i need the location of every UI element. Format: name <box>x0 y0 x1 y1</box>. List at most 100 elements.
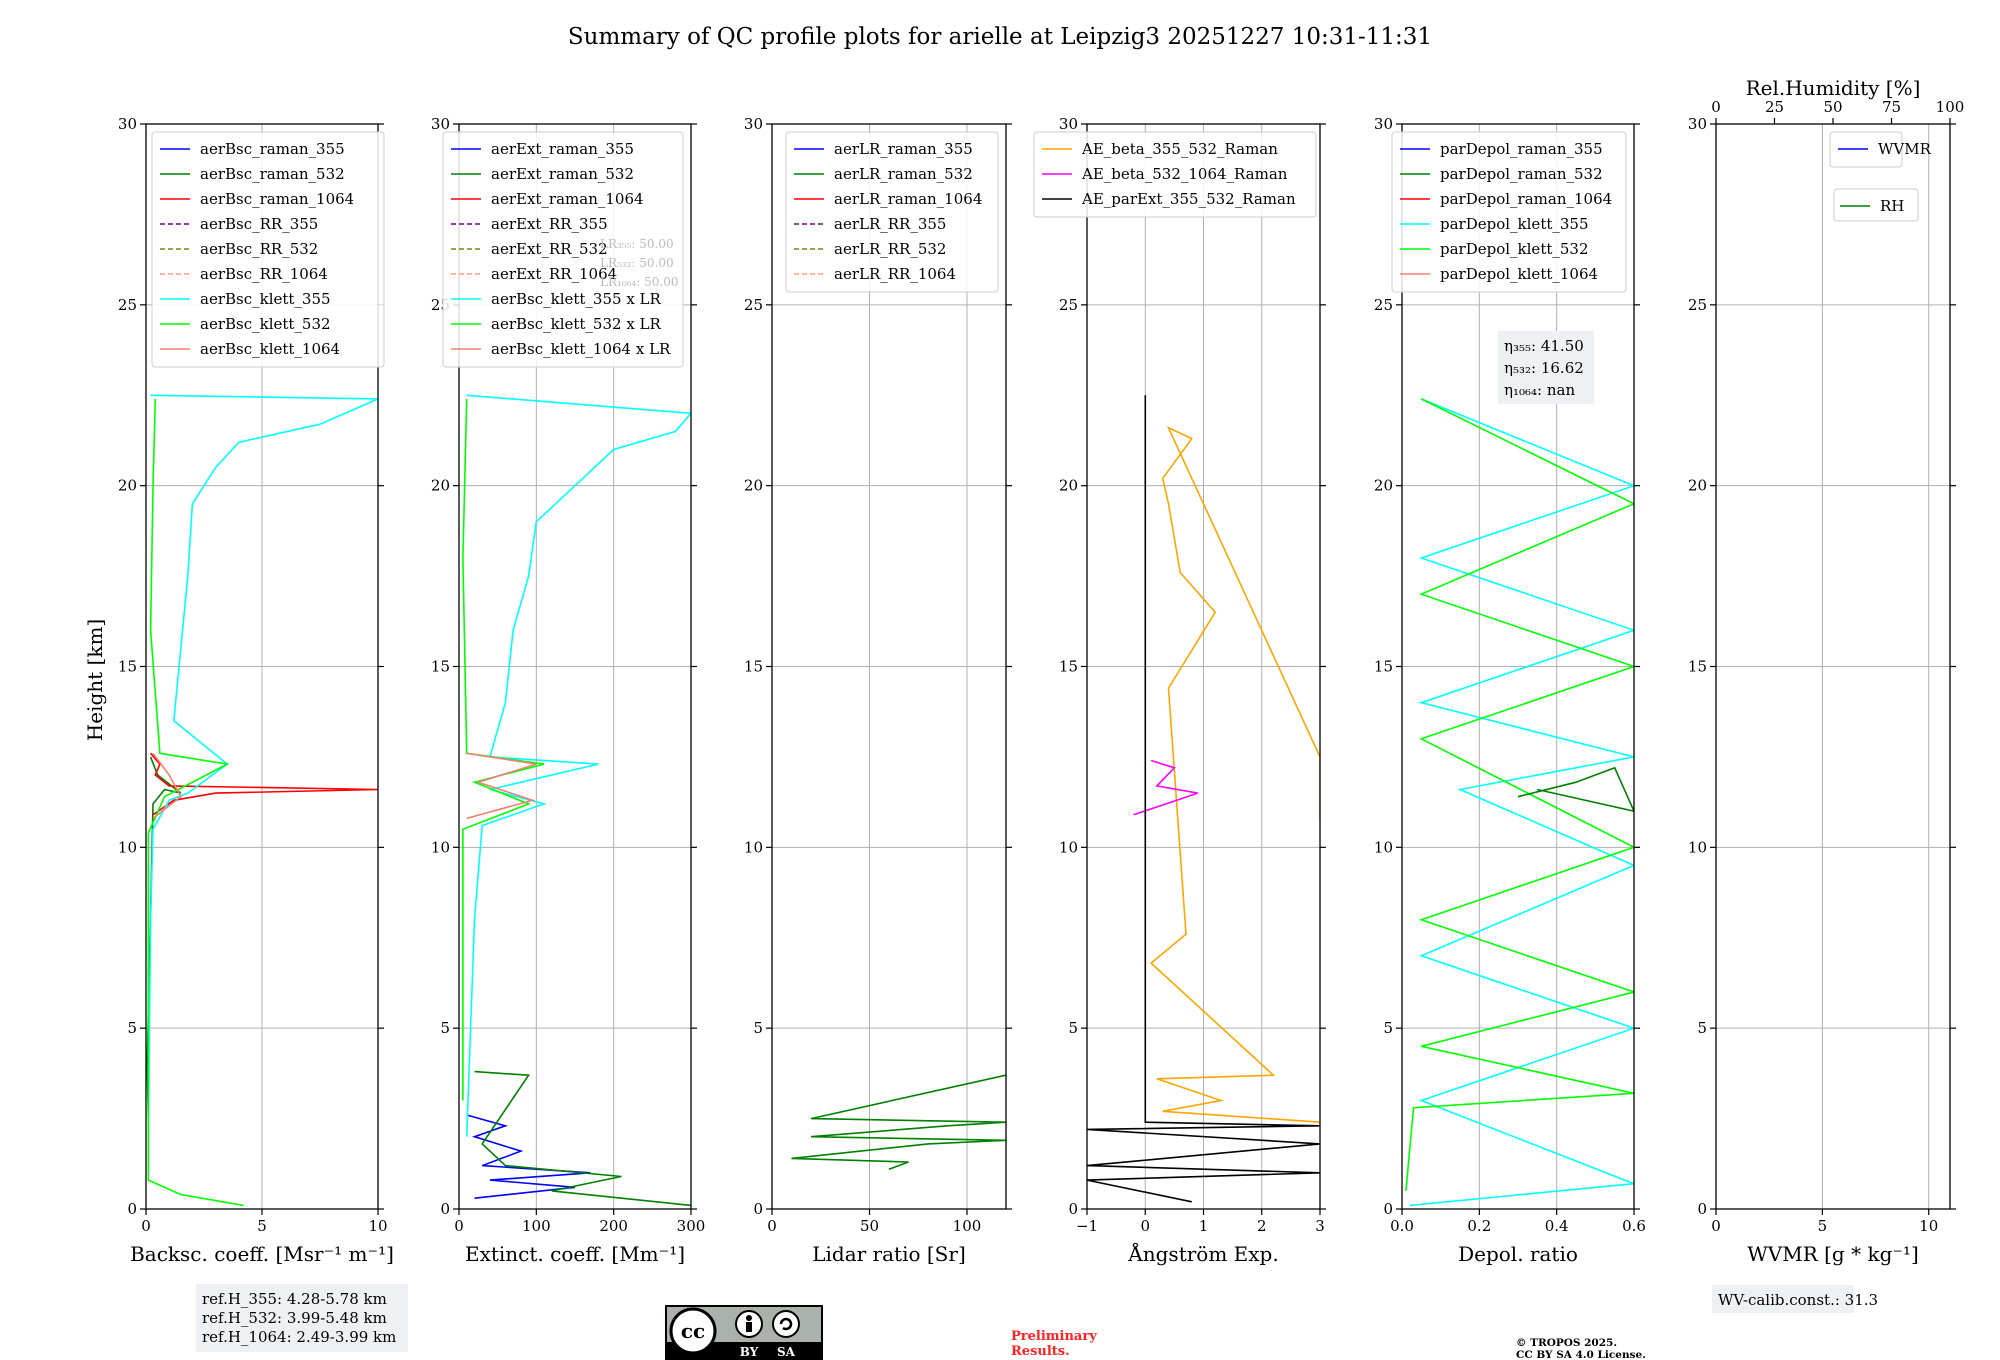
legend-label: aerLR_RR_1064 <box>834 265 956 283</box>
legend-frame <box>785 131 999 293</box>
wv-calib-text: WV-calib.const.: 31.3 <box>1718 1291 1878 1309</box>
y-tick-label: 25 <box>1688 296 1707 314</box>
series-group <box>462 394 691 1207</box>
y-tick-label: 0 <box>1697 1200 1707 1218</box>
y-tick-label: 30 <box>431 115 450 133</box>
y-tick-label: 10 <box>1374 838 1393 856</box>
y-tick-label: 15 <box>1059 658 1078 676</box>
y-axis-label: Height [km] <box>83 619 107 741</box>
series-aerExt_raman_355 <box>466 1114 591 1199</box>
x-tick-label: 0 <box>1711 1217 1721 1235</box>
series-aerBsc_klett_1064 <box>152 752 182 820</box>
series-aerBsc_klett_355 <box>147 394 378 1137</box>
legend-label: aerExt_raman_1064 <box>491 190 644 208</box>
x-tick-label: 0.4 <box>1545 1217 1569 1235</box>
top-tick-label: 0 <box>1711 98 1721 116</box>
y-tick-label: 0 <box>753 1200 763 1218</box>
x-tick-label: 10 <box>1919 1217 1938 1235</box>
y-tick-label: 15 <box>431 658 450 676</box>
x-tick-label: 100 <box>522 1217 551 1235</box>
y-tick-label: 25 <box>118 296 137 314</box>
legend-label: aerBsc_klett_1064 x LR <box>491 340 671 358</box>
legend-label: WVMR <box>1878 140 1932 158</box>
preliminary-line-1: Preliminary <box>1011 1329 1097 1344</box>
eta-355: η₃₅₅: 41.50 <box>1504 337 1584 355</box>
y-tick-label: 5 <box>753 1019 763 1037</box>
legend-label: aerBsc_klett_532 <box>200 315 331 333</box>
x-tick-label: 200 <box>599 1217 628 1235</box>
top-tick-label: 100 <box>1936 98 1965 116</box>
y-tick-label: 5 <box>440 1019 450 1037</box>
x-tick-label: 100 <box>953 1217 982 1235</box>
y-tick-label: 20 <box>118 477 137 495</box>
x-tick-label: 300 <box>677 1217 706 1235</box>
series-aerBsc_klett_1064 x LR <box>466 752 537 820</box>
series-aerBsc_raman_1064 <box>149 752 378 816</box>
x-axis-label: Lidar ratio [Sr] <box>812 1242 966 1266</box>
series-group <box>146 394 378 1207</box>
ref-height-box: ref.H_355: 4.28-5.78 km ref.H_532: 3.99-… <box>196 1284 408 1352</box>
legend-label: parDepol_klett_1064 <box>1440 265 1598 283</box>
y-tick-label: 10 <box>744 838 763 856</box>
legend: parDepol_raman_355 parDepol_raman_532 parD… <box>1391 131 1627 293</box>
x-tick-label: 10 <box>368 1217 387 1235</box>
legend-label: AE_beta_355_532_Raman <box>1081 140 1278 158</box>
legend-label: aerBsc_RR_1064 <box>200 265 328 283</box>
preliminary-note: Preliminary Results. <box>1011 1329 1097 1359</box>
legend: aerExt_raman_355 aerExt_raman_532 aerExt_r… <box>442 131 684 368</box>
legend: aerLR_raman_355 aerLR_raman_532 aerLR_rama… <box>785 131 999 293</box>
x-axis-label: Ångström Exp. <box>1127 1241 1278 1266</box>
y-tick-label: 10 <box>431 838 450 856</box>
series-parDepol_klett_355 <box>1409 398 1634 1207</box>
legend-label: aerExt_RR_355 <box>491 215 608 233</box>
x-tick-label: 0 <box>1140 1217 1150 1235</box>
x-tick-label: 0.2 <box>1467 1217 1491 1235</box>
y-tick-label: 0 <box>1068 1200 1078 1218</box>
eta-box: η₃₅₅: 41.50 η₅₃₂: 16.62 η₁₀₆₄: nan <box>1498 331 1594 404</box>
legend-label: aerExt_RR_532 <box>491 240 608 258</box>
legend-label: aerBsc_RR_355 <box>200 215 318 233</box>
x-tick-label: 0.6 <box>1622 1217 1646 1235</box>
x-tick-label: 3 <box>1315 1217 1325 1235</box>
x-tick-label: 0 <box>767 1217 777 1235</box>
legend-label: aerBsc_klett_355 <box>200 290 331 308</box>
y-tick-label: 5 <box>1383 1019 1393 1037</box>
legend-label: parDepol_klett_532 <box>1440 240 1589 258</box>
y-tick-label: 15 <box>1688 658 1707 676</box>
lr-note: LR₃₅₅: 50.00 <box>600 237 674 251</box>
legend-label: AE_beta_532_1064_Raman <box>1081 165 1288 183</box>
copyright-line-2: CC BY SA 4.0 License. <box>1516 1349 1646 1360</box>
series-AE_beta_355_532_Raman <box>1149 426 1320 1123</box>
y-tick-label: 25 <box>1059 296 1078 314</box>
legend-label: aerBsc_klett_1064 <box>200 340 340 358</box>
axes-frame <box>771 123 1007 1210</box>
cc-license-badge: cc BY SA <box>665 1305 823 1360</box>
y-tick-label: 5 <box>127 1019 137 1037</box>
legend-label: aerLR_raman_532 <box>834 165 973 183</box>
legend-label: aerLR_RR_532 <box>834 240 946 258</box>
x-tick-label: 0 <box>454 1217 464 1235</box>
y-tick-label: 10 <box>1688 838 1707 856</box>
y-tick-label: 25 <box>1374 296 1393 314</box>
axes-frame <box>1086 123 1321 1210</box>
legend-frame <box>1033 131 1317 218</box>
x-tick-label: 5 <box>257 1217 267 1235</box>
legend: WVMR RH <box>1829 131 1932 222</box>
panel-backscatter: 0 5 10 15 20 25 30 0 5 10 Backsc. coeff. [Msr⁻¹ m⁻… <box>118 115 394 1266</box>
y-tick-label: 20 <box>1059 477 1078 495</box>
by-person-icon <box>746 1315 752 1321</box>
y-tick-label: 0 <box>1383 1200 1393 1218</box>
y-tick-label: 15 <box>1374 658 1393 676</box>
legend2-label: RH <box>1880 197 1904 215</box>
y-tick-label: 30 <box>1688 115 1707 133</box>
legend-label: aerLR_raman_355 <box>834 140 973 158</box>
x-tick-label: −1 <box>1076 1217 1098 1235</box>
ref-h-532: ref.H_532: 3.99-5.48 km <box>202 1309 387 1327</box>
legend-label: aerExt_RR_1064 <box>491 265 617 283</box>
legend-label: aerExt_raman_355 <box>491 140 634 158</box>
panel-lidar_ratio: 0 5 10 15 20 25 30 0 50 100 Lidar ratio [Sr] aerLR_… <box>744 115 1012 1266</box>
legend-label: parDepol_raman_1064 <box>1440 190 1612 208</box>
legend-label: aerBsc_raman_1064 <box>200 190 354 208</box>
series-parDepol_raman_532 <box>1517 766 1634 813</box>
